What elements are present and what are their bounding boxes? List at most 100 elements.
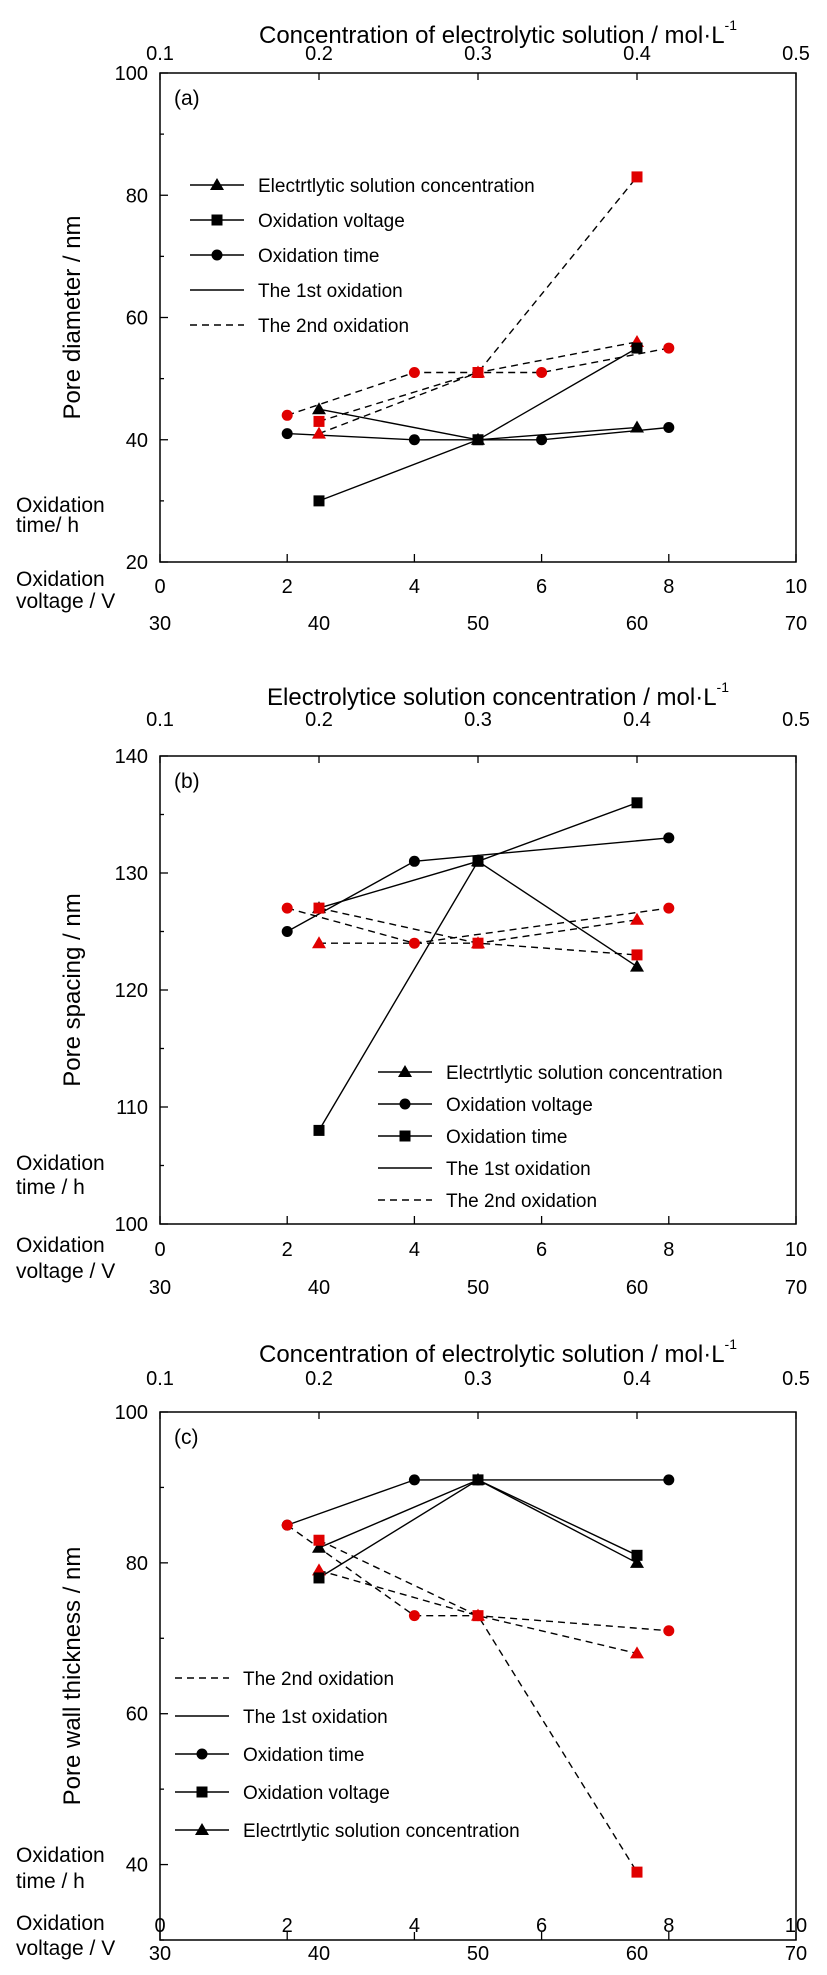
data-point-time-2nd <box>663 1625 675 1637</box>
series-line-time-1st <box>286 1479 669 1526</box>
data-point-concentration-1st <box>630 1555 644 1568</box>
data-point-time-1st <box>663 1474 675 1486</box>
y-tick-label: 80 <box>126 185 148 207</box>
top-tick-label: 0.5 <box>782 43 810 65</box>
time-tick-label: 6 <box>536 1239 547 1261</box>
data-point-time-1st <box>472 1474 484 1486</box>
legend-marker <box>211 249 223 261</box>
series-line-voltage-2nd <box>318 1539 638 1873</box>
y-tick-label: 100 <box>115 1214 148 1236</box>
series-line-time-2nd <box>286 1524 669 1632</box>
panel-c: Concentration of electrolytic solution /… <box>16 1336 810 1965</box>
legend-marker <box>398 1065 412 1077</box>
time-tick-label: 6 <box>536 1915 547 1937</box>
top-tick-label: 0.4 <box>623 43 651 65</box>
top-tick-label: 0.3 <box>464 43 492 65</box>
voltage-tick-label: 50 <box>467 1277 489 1299</box>
top-tick-label: 0.5 <box>782 1368 810 1390</box>
time-tick-label: 6 <box>536 576 547 598</box>
time-tick-label: 2 <box>282 1239 293 1261</box>
y-tick-label: 100 <box>115 1402 148 1424</box>
data-point-concentration-2nd <box>630 912 644 925</box>
plot-frame <box>159 72 797 563</box>
data-point-voltage-2nd <box>313 415 325 427</box>
data-point-time-1st <box>313 1124 325 1136</box>
data-point-concentration-1st <box>312 1540 326 1553</box>
y-tick-label: 110 <box>116 1097 148 1119</box>
top-tick-label: 0.4 <box>623 709 651 731</box>
series-line-concentration-2nd <box>318 341 638 435</box>
voltage-tick-label: 70 <box>785 1943 807 1965</box>
series-line-voltage-1st <box>286 837 669 933</box>
legend-marker <box>399 1098 411 1110</box>
data-point-voltage-2nd <box>281 902 293 914</box>
series-line-time-2nd <box>286 347 669 416</box>
voltage-tick-label: 30 <box>149 613 171 635</box>
voltage-tick-label: 30 <box>149 1943 171 1965</box>
series-line-concentration-1st <box>318 860 638 968</box>
data-point-time-2nd <box>536 367 548 379</box>
time-tick-label: 8 <box>663 1239 674 1261</box>
top-tick-label: 0.4 <box>623 1368 651 1390</box>
y-tick-label: 40 <box>126 1855 148 1877</box>
time-tick-label: 0 <box>154 576 165 598</box>
data-point-time-2nd <box>631 949 643 961</box>
data-point-time-2nd <box>472 1610 484 1622</box>
voltage-axis-label-line: voltage / V <box>16 1937 115 1960</box>
voltage-tick-label: 40 <box>308 1943 330 1965</box>
y-tick-label: 40 <box>126 430 148 452</box>
data-point-concentration-1st <box>630 959 644 972</box>
legend-label: Electrtlytic solution concentration <box>258 176 535 197</box>
legend-label: The 1st oxidation <box>258 281 403 302</box>
panel-label: (c) <box>174 1426 199 1449</box>
top-axis-title: Electrolytice solution concentration / m… <box>267 679 729 710</box>
data-point-time-2nd <box>408 367 420 379</box>
legend: Electrtlytic solution concentration Oxida… <box>378 1063 723 1212</box>
data-point-concentration-1st <box>630 420 644 433</box>
top-tick-label: 0.2 <box>305 1368 333 1390</box>
voltage-axis-label-line: voltage / V <box>16 1260 115 1283</box>
data-point-voltage-2nd <box>313 1534 325 1546</box>
voltage-tick-label: 40 <box>308 613 330 635</box>
time-tick-label: 4 <box>409 1239 420 1261</box>
data-point-voltage-2nd <box>631 1866 643 1878</box>
data-point-voltage-1st <box>408 855 420 867</box>
legend-label: The 1st oxidation <box>243 1707 388 1728</box>
voltage-axis-label-line: Oxidation <box>16 1234 105 1257</box>
top-tick-label: 0.2 <box>305 43 333 65</box>
data-point-voltage-1st <box>281 926 293 937</box>
data-point-voltage-1st <box>313 495 325 507</box>
data-point-concentration-1st <box>312 402 326 415</box>
top-tick-label: 0.5 <box>782 709 810 731</box>
top-tick-label: 0.1 <box>146 1368 174 1390</box>
voltage-axis-label-line: Oxidation <box>16 1912 105 1935</box>
data-point-voltage-1st <box>631 342 643 354</box>
top-axis-title: Concentration of electrolytic solution /… <box>259 17 737 48</box>
series-line-voltage-2nd <box>287 907 669 944</box>
legend-label: Oxidation voltage <box>243 1783 390 1804</box>
y-tick-label: 130 <box>115 863 148 885</box>
voltage-tick-label: 60 <box>626 1943 648 1965</box>
plot-frame <box>159 755 797 1225</box>
voltage-axis-label-line: Oxidation <box>16 568 105 591</box>
series-line-concentration-1st <box>318 1479 638 1564</box>
voltage-tick-label: 40 <box>308 1277 330 1299</box>
data-point-voltage-1st <box>472 434 484 446</box>
time-tick-label: 2 <box>282 576 293 598</box>
time-axis-label-line: time / h <box>16 1870 85 1893</box>
panel-label: (a) <box>174 87 200 110</box>
time-tick-label: 4 <box>409 576 420 598</box>
top-tick-label: 0.3 <box>464 1368 492 1390</box>
top-tick-label: 0.1 <box>146 43 174 65</box>
data-point-voltage-2nd <box>663 902 675 914</box>
legend: The 2nd oxidation The 1st oxidation Oxidat… <box>175 1669 520 1842</box>
panel-b: Electrolytice solution concentration / m… <box>16 679 810 1299</box>
y-axis-title: Pore diameter / nm <box>59 215 86 419</box>
panel-label: (b) <box>174 770 200 793</box>
data-point-time-1st <box>536 434 548 446</box>
data-point-time-2nd <box>281 409 293 421</box>
legend-label: The 2nd oxidation <box>258 316 409 337</box>
voltage-tick-label: 70 <box>785 1277 807 1299</box>
time-tick-label: 10 <box>785 1915 807 1937</box>
